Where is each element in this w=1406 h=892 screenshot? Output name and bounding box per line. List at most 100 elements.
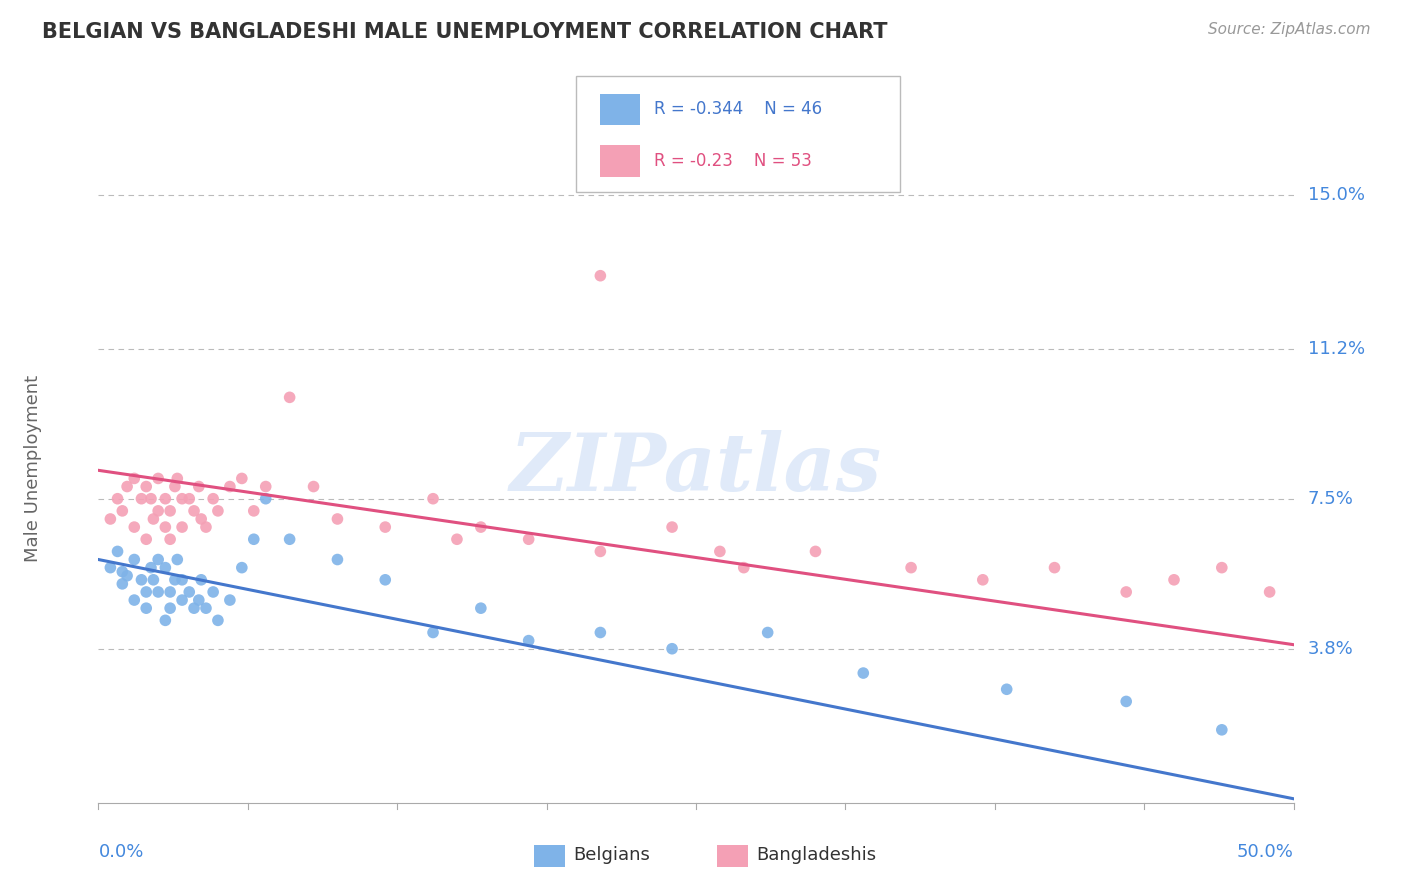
- Point: [166, 552, 188, 566]
- Point: [254, 491, 277, 506]
- Text: BELGIAN VS BANGLADESHI MALE UNEMPLOYMENT CORRELATION CHART: BELGIAN VS BANGLADESHI MALE UNEMPLOYMENT…: [42, 22, 887, 42]
- Text: 50.0%: 50.0%: [1237, 843, 1294, 861]
- Point: [446, 533, 468, 547]
- Point: [124, 471, 146, 485]
- Text: R = -0.23    N = 53: R = -0.23 N = 53: [654, 152, 811, 170]
- Point: [422, 491, 444, 506]
- Point: [374, 520, 396, 534]
- Point: [852, 666, 875, 681]
- Point: [243, 533, 266, 547]
- Point: [470, 520, 492, 534]
- Point: [194, 601, 217, 615]
- Point: [207, 504, 229, 518]
- Point: [107, 544, 129, 558]
- Point: [98, 560, 122, 574]
- Text: Belgians: Belgians: [574, 847, 651, 864]
- Point: [1115, 585, 1137, 599]
- Point: [972, 573, 994, 587]
- Point: [183, 504, 205, 518]
- Point: [98, 512, 122, 526]
- Point: [131, 491, 153, 506]
- Point: [159, 533, 181, 547]
- Point: [155, 491, 177, 506]
- Point: [589, 625, 612, 640]
- Point: [115, 479, 138, 493]
- Point: [172, 520, 194, 534]
- Point: [142, 512, 165, 526]
- Point: [207, 613, 229, 627]
- Text: 15.0%: 15.0%: [1308, 186, 1365, 203]
- Point: [517, 533, 540, 547]
- Point: [589, 268, 612, 283]
- Point: [148, 504, 170, 518]
- Text: 0.0%: 0.0%: [98, 843, 143, 861]
- Point: [131, 573, 153, 587]
- Point: [159, 601, 181, 615]
- Text: R = -0.344    N = 46: R = -0.344 N = 46: [654, 100, 823, 119]
- Point: [115, 568, 138, 582]
- Point: [900, 560, 922, 574]
- Point: [148, 471, 170, 485]
- Point: [135, 533, 157, 547]
- Point: [995, 682, 1018, 697]
- Point: [1211, 560, 1233, 574]
- Point: [183, 601, 205, 615]
- Point: [159, 504, 181, 518]
- Point: [804, 544, 827, 558]
- Point: [187, 593, 209, 607]
- Point: [135, 585, 157, 599]
- Text: Bangladeshis: Bangladeshis: [756, 847, 876, 864]
- Point: [194, 520, 217, 534]
- Point: [202, 491, 225, 506]
- Point: [111, 565, 134, 579]
- Point: [159, 585, 181, 599]
- Point: [124, 552, 146, 566]
- Point: [107, 491, 129, 506]
- Point: [139, 560, 162, 574]
- Point: [172, 491, 194, 506]
- Point: [254, 479, 277, 493]
- Point: [135, 479, 157, 493]
- Point: [1211, 723, 1233, 737]
- Point: [179, 585, 201, 599]
- Text: 11.2%: 11.2%: [1308, 340, 1365, 358]
- Point: [374, 573, 396, 587]
- Point: [243, 504, 266, 518]
- Point: [661, 520, 683, 534]
- Point: [278, 533, 301, 547]
- Point: [179, 491, 201, 506]
- Point: [1115, 694, 1137, 708]
- Point: [709, 544, 731, 558]
- Point: [111, 577, 134, 591]
- Point: [187, 479, 209, 493]
- Point: [326, 552, 349, 566]
- Point: [1163, 573, 1185, 587]
- Point: [163, 479, 186, 493]
- Point: [190, 512, 212, 526]
- Point: [148, 585, 170, 599]
- Point: [190, 573, 212, 587]
- Point: [231, 471, 253, 485]
- Point: [142, 573, 165, 587]
- Point: [163, 573, 186, 587]
- Point: [155, 613, 177, 627]
- Point: [219, 593, 242, 607]
- Point: [219, 479, 242, 493]
- Point: [155, 520, 177, 534]
- Point: [733, 560, 755, 574]
- Point: [172, 573, 194, 587]
- Point: [135, 601, 157, 615]
- Point: [231, 560, 253, 574]
- Point: [756, 625, 779, 640]
- Point: [661, 641, 683, 656]
- Point: [589, 544, 612, 558]
- Point: [1258, 585, 1281, 599]
- Point: [166, 471, 188, 485]
- Point: [139, 491, 162, 506]
- Text: 7.5%: 7.5%: [1308, 490, 1354, 508]
- Text: Source: ZipAtlas.com: Source: ZipAtlas.com: [1208, 22, 1371, 37]
- Text: ZIPatlas: ZIPatlas: [510, 430, 882, 507]
- Point: [124, 593, 146, 607]
- Point: [326, 512, 349, 526]
- Point: [517, 633, 540, 648]
